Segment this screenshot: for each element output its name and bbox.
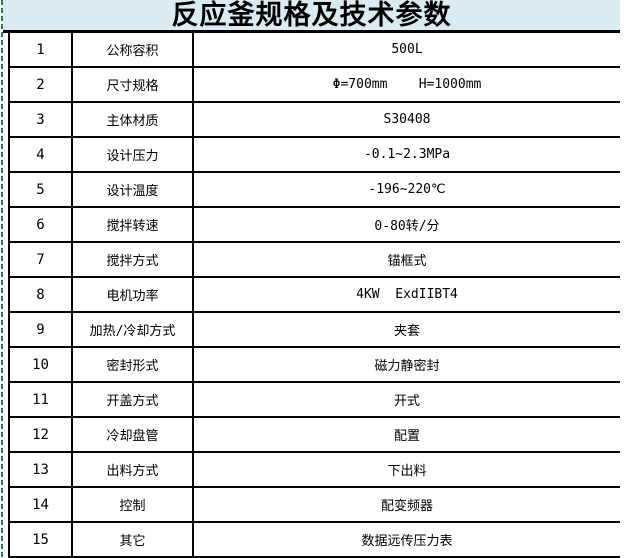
param-value-cell: 0-80转/分 xyxy=(374,219,440,234)
row-number-cell: 8 xyxy=(10,278,73,311)
param-value-cell: 4KW ExdIIBT4 xyxy=(356,287,458,302)
table-row: 9 加热/冷却方式 夹套 xyxy=(10,313,620,348)
param-value-cell: 配变频器 xyxy=(380,499,433,514)
param-value-cell: Φ=700mm H=1000mm xyxy=(332,77,482,92)
spec-table-body: 1 公称容积 500L 2 尺寸规格 Φ=700mm H=1000mm 3 主体… xyxy=(8,33,620,558)
param-name-cell: 其它 xyxy=(73,523,194,556)
param-value-cell: S30408 xyxy=(383,112,431,127)
row-number-cell: 6 xyxy=(10,208,73,241)
table-row: 6 搅拌转速 0-80转/分 xyxy=(10,208,620,243)
row-number-cell: 5 xyxy=(10,173,73,206)
table-row: 11 开盖方式 开式 xyxy=(10,383,620,418)
param-name-cell: 控制 xyxy=(73,488,194,521)
table-row: 12 冷却盘管 配置 xyxy=(10,418,620,453)
param-name-cell: 设计压力 xyxy=(73,138,194,171)
param-value-cell: 配置 xyxy=(393,429,420,444)
param-name-cell: 搅拌转速 xyxy=(73,208,194,241)
row-number-cell: 11 xyxy=(10,383,73,416)
row-number-cell: 1 xyxy=(10,33,73,66)
row-number-cell: 12 xyxy=(10,418,73,451)
param-name-cell: 电机功率 xyxy=(73,278,194,311)
table-row: 3 主体材质 S30408 xyxy=(10,103,620,138)
param-value-cell: 夹套 xyxy=(393,324,420,339)
param-value-cell: 数据远传压力表 xyxy=(361,534,453,549)
param-name-cell: 公称容积 xyxy=(73,33,194,66)
param-value-cell: 开式 xyxy=(393,394,420,409)
row-number-cell: 2 xyxy=(10,68,73,101)
param-value-cell: 磁力静密封 xyxy=(374,359,440,374)
page-title: 反应釜规格及技术参数 xyxy=(171,0,452,30)
param-name-cell: 开盖方式 xyxy=(73,383,194,416)
row-number-cell: 13 xyxy=(10,453,73,486)
param-name-cell: 密封形式 xyxy=(73,348,194,381)
table-row: 13 出料方式 下出料 xyxy=(10,453,620,488)
table-row: 14 控制 配变频器 xyxy=(10,488,620,523)
row-number-cell: 4 xyxy=(10,138,73,171)
page-break-indicator-line xyxy=(1,0,3,558)
table-row: 1 公称容积 500L xyxy=(10,33,620,68)
param-name-cell: 主体材质 xyxy=(73,103,194,136)
row-number-cell: 9 xyxy=(10,313,73,346)
table-row: 8 电机功率 4KW ExdIIBT4 xyxy=(10,278,620,313)
table-row: 2 尺寸规格 Φ=700mm H=1000mm xyxy=(10,68,620,103)
row-number-cell: 10 xyxy=(10,348,73,381)
param-name-cell: 加热/冷却方式 xyxy=(73,313,194,346)
param-name-cell: 出料方式 xyxy=(73,453,194,486)
param-name-cell: 搅拌方式 xyxy=(73,243,194,276)
param-value-cell: 500L xyxy=(391,42,423,57)
param-value-cell: -0.1~2.3MPa xyxy=(363,147,451,162)
table-row: 10 密封形式 磁力静密封 xyxy=(10,348,620,383)
row-number-cell: 15 xyxy=(10,523,73,556)
row-number-cell: 14 xyxy=(10,488,73,521)
param-name-cell: 尺寸规格 xyxy=(73,68,194,101)
param-value-cell: 下出料 xyxy=(387,464,427,479)
row-number-cell: 3 xyxy=(10,103,73,136)
table-row: 15 其它 数据远传压力表 xyxy=(10,523,620,558)
table-title-cell: 反应釜规格及技术参数 xyxy=(3,0,620,33)
param-value-cell: 锚框式 xyxy=(387,254,427,269)
table-row: 7 搅拌方式 锚框式 xyxy=(10,243,620,278)
table-row: 4 设计压力 -0.1~2.3MPa xyxy=(10,138,620,173)
param-name-cell: 设计温度 xyxy=(73,173,194,206)
param-name-cell: 冷却盘管 xyxy=(73,418,194,451)
param-value-cell: -196~220℃ xyxy=(368,182,446,197)
table-row: 5 设计温度 -196~220℃ xyxy=(10,173,620,208)
row-number-cell: 7 xyxy=(10,243,73,276)
